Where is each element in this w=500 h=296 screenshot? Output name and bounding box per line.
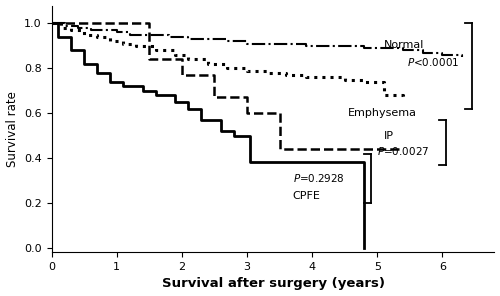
Text: CPFE: CPFE (292, 191, 320, 201)
Text: $\it{P}$<0.0001: $\it{P}$<0.0001 (406, 56, 459, 67)
Text: $\it{P}$=0.2928: $\it{P}$=0.2928 (292, 172, 344, 184)
Text: $\it{P}$=0.0027: $\it{P}$=0.0027 (377, 145, 430, 157)
Y-axis label: Survival rate: Survival rate (6, 91, 18, 167)
Text: IP: IP (384, 131, 394, 141)
Text: Normal: Normal (384, 40, 424, 50)
X-axis label: Survival after surgery (years): Survival after surgery (years) (162, 277, 384, 290)
Text: Emphysema: Emphysema (348, 108, 417, 118)
